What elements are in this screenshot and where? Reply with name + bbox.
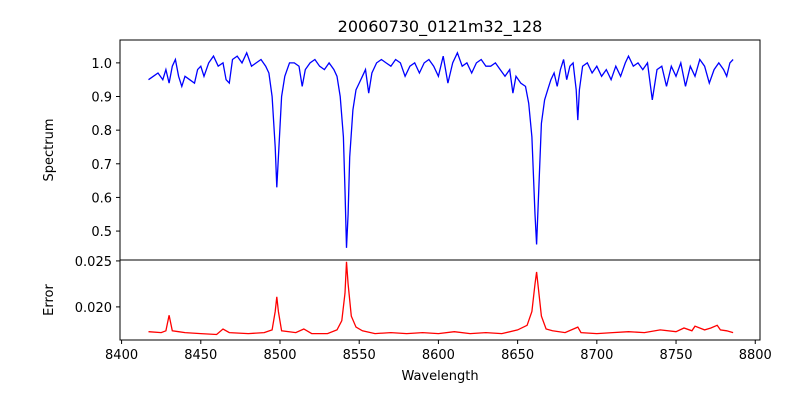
spectrum-ytick-label: 1.0 xyxy=(91,57,112,72)
error-ytick-label: 0.020 xyxy=(75,301,112,316)
spectrum-line xyxy=(148,51,734,248)
spectrum-ytick-label: 0.7 xyxy=(91,158,112,173)
x-tick-label: 8700 xyxy=(580,348,613,363)
error-panel: 0.020 0.025 8400 8450 8500 8550 8600 8650 8700 8… xyxy=(42,255,772,384)
spectrum-ytick-label: 0.5 xyxy=(91,225,112,240)
error-axes-frame xyxy=(119,259,761,341)
x-tick-label: 8450 xyxy=(184,348,217,363)
x-tick-label: 8800 xyxy=(739,348,772,363)
spectrum-ytick-label: 0.6 xyxy=(91,191,112,206)
x-tick-label: 8400 xyxy=(105,348,138,363)
x-tick-label: 8550 xyxy=(343,348,376,363)
x-tick-label: 8600 xyxy=(422,348,455,363)
x-axis-label: Wavelength xyxy=(401,369,478,384)
x-tick-label: 8500 xyxy=(263,348,296,363)
spectrum-ytick-label: 0.8 xyxy=(91,124,112,139)
x-tick-label: 8650 xyxy=(501,348,534,363)
error-ylabel: Error xyxy=(42,284,57,316)
x-tick-label: 8750 xyxy=(659,348,692,363)
chart-title: 20060730_0121m32_128 xyxy=(338,17,543,37)
spectrum-panel: 0.5 0.6 0.7 0.8 0.9 1.0 Spectrum xyxy=(42,39,761,261)
error-ytick-label: 0.025 xyxy=(75,255,112,270)
error-line xyxy=(148,261,734,336)
spectrum-ytick-label: 0.9 xyxy=(91,91,112,106)
spectrum-ylabel: Spectrum xyxy=(42,119,57,182)
